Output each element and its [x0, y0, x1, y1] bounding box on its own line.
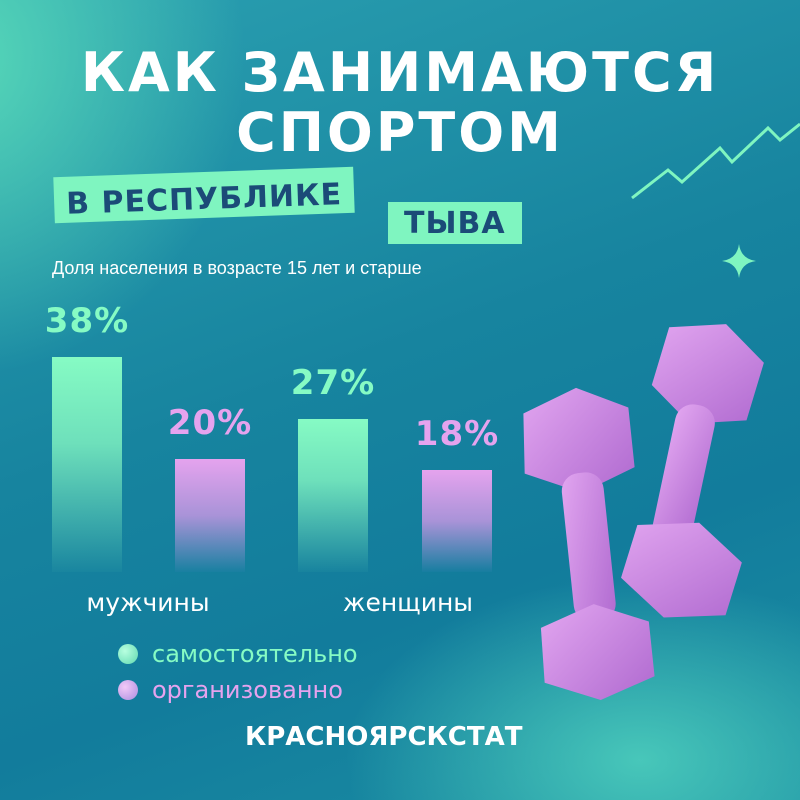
- category-label-women: женщины: [342, 588, 474, 617]
- legend-dot-self: [118, 644, 138, 664]
- category-label-men: мужчины: [86, 588, 210, 617]
- title-line-2: СПОРТОМ: [236, 101, 564, 164]
- dumbbells-image: [523, 324, 764, 700]
- title-line-1: КАК ЗАНИМАЮТСЯ: [80, 41, 720, 104]
- tag-tyva: ТЫВА: [388, 202, 522, 244]
- legend-label-self: самостоятельно: [152, 640, 358, 668]
- tag-republic: В РЕСПУБЛИКЕ: [53, 166, 355, 224]
- legend-dot-organized: [118, 680, 138, 700]
- bar-мужчины-самостоятельно: [52, 357, 122, 572]
- bar-женщины-организованно: [422, 470, 492, 572]
- bar-женщины-самостоятельно: [298, 419, 368, 572]
- data-label: 18%: [414, 414, 500, 455]
- legend-item-organized: организованно: [118, 676, 343, 704]
- zigzag-decoration-icon: [631, 122, 800, 200]
- legend-label-organized: организованно: [152, 676, 343, 704]
- source-label: КРАСНОЯРСКСТАТ: [245, 722, 523, 752]
- data-label: 27%: [290, 363, 376, 404]
- data-label: 20%: [167, 403, 253, 443]
- subtitle: Доля населения в возрасте 15 лет и старш…: [52, 258, 422, 278]
- legend-item-self: самостоятельно: [118, 640, 358, 668]
- data-label: 38%: [44, 301, 130, 342]
- bar-мужчины-организованно: [175, 459, 245, 572]
- sparkle-icon: [722, 244, 756, 278]
